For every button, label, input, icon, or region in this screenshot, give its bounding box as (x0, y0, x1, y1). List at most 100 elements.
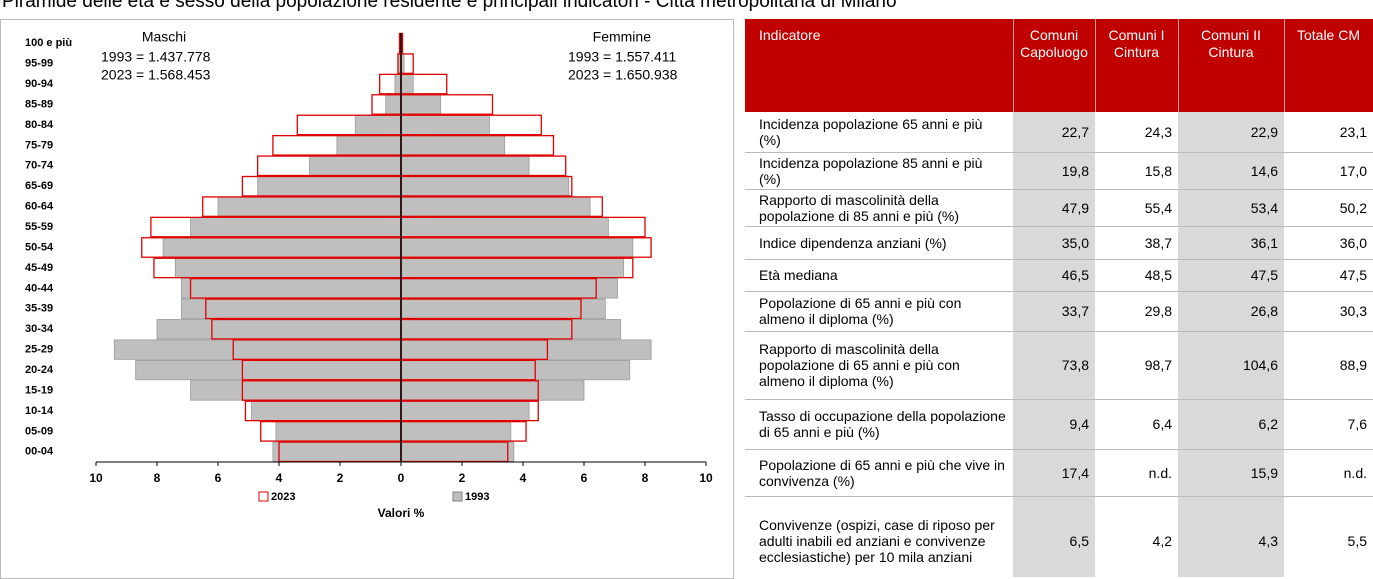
legend-label: 2023 (271, 491, 295, 503)
cell-value: 35,0 (1013, 226, 1095, 260)
cell-value: 23,1 (1284, 112, 1373, 153)
x-tick-label: 10 (699, 471, 713, 485)
annotation: Maschi (142, 29, 186, 45)
header-row: Indicatore Comuni Capoluogo Comuni I Cintu… (745, 19, 1373, 112)
x-tick-label: 10 (89, 471, 103, 485)
bar (400, 216, 609, 238)
annotation: 1993 = 1.437.778 (101, 49, 211, 65)
cell-value: 30,3 (1284, 291, 1373, 332)
cell-value: 47,5 (1178, 259, 1284, 292)
cell-value: 19,8 (1013, 152, 1095, 190)
y-tick-label: 30-34 (25, 323, 54, 335)
cell-value: 4,3 (1178, 496, 1284, 577)
page-title: Piramide delle età e sesso della popolaz… (2, 0, 897, 12)
bar (162, 237, 402, 258)
y-tick-label: 70-74 (25, 160, 54, 172)
bar (217, 196, 402, 217)
y-tick-label: 15-19 (25, 384, 53, 396)
x-axis-label: Valori % (378, 506, 425, 520)
bar (190, 216, 402, 238)
column-header: Comuni II Cintura (1178, 19, 1285, 112)
cell-value: 4,2 (1095, 496, 1178, 577)
indicator-name: Popolazione di 65 anni e più che vive in… (745, 449, 1013, 497)
y-tick-label: 10-14 (25, 405, 54, 417)
cell-value: 36,1 (1178, 226, 1284, 260)
cell-value: 26,8 (1178, 291, 1284, 332)
table-row: Incidenza popolazione 65 anni e più (%) 2… (745, 112, 1373, 153)
annotation: 1993 = 1.557.411 (568, 49, 677, 65)
cell-value: 7,6 (1284, 399, 1373, 450)
x-tick-label: 6 (581, 471, 588, 485)
y-tick-label: 90-94 (25, 78, 54, 90)
cell-value: 48,5 (1095, 259, 1178, 292)
bar (180, 298, 402, 319)
bar (400, 196, 591, 217)
indicator-name: Incidenza popolazione 65 anni e più (%) (745, 112, 1013, 153)
table-row: Rapporto di mascolinità della popolazion… (745, 331, 1373, 400)
x-tick-label: 6 (215, 471, 222, 485)
cell-value: 22,9 (1178, 112, 1284, 153)
x-tick-label: 8 (154, 471, 161, 485)
bar (385, 94, 402, 115)
y-tick-label: 35-39 (25, 303, 53, 315)
y-tick-label: 25-29 (25, 344, 53, 356)
chart-panel: 100 e più 95-99 90-94 85-89 80-84 75-79 70-74 6… (0, 19, 734, 579)
bar (400, 400, 530, 422)
x-tick-label: 0 (398, 471, 405, 485)
cell-value: 88,9 (1284, 331, 1373, 400)
bar (394, 73, 402, 95)
table-row: Tasso di occupazione della popolazione d… (745, 399, 1373, 450)
y-tick-label: 50-54 (25, 241, 54, 253)
cell-value: 47,9 (1013, 189, 1095, 227)
bar (257, 176, 402, 197)
cell-value: 9,4 (1013, 399, 1095, 450)
y-tick-label: 65-69 (25, 180, 53, 192)
cell-value: 104,6 (1178, 331, 1284, 400)
indicator-name: Convivenze (ospizi, case di riposo per a… (745, 496, 1013, 577)
legend-swatch (258, 491, 269, 502)
legend-swatch (452, 491, 463, 502)
y-tick-label: 20-24 (25, 364, 54, 376)
cell-value: 6,2 (1178, 399, 1284, 450)
bar (251, 400, 402, 422)
cell-value: 17,0 (1284, 152, 1373, 190)
y-tick-label: 95-99 (25, 58, 53, 70)
cell-value: 33,7 (1013, 291, 1095, 332)
bar (400, 278, 618, 299)
indicator-name: Indice dipendenza anziani (%) (745, 226, 1013, 260)
bar (400, 237, 634, 258)
bar (400, 114, 490, 136)
indicator-name: Tasso di occupazione della popolazione d… (745, 399, 1013, 450)
cell-value: n.d. (1284, 449, 1373, 497)
cell-value: 6,5 (1013, 496, 1095, 577)
cell-value: 38,7 (1095, 226, 1178, 260)
bar (400, 298, 606, 319)
column-header: Comuni Capoluogo (1013, 19, 1096, 112)
table-row: Età mediana 46,5 48,5 47,5 47,5 (745, 259, 1373, 292)
cell-value: 55,4 (1095, 189, 1178, 227)
y-tick-label: 00-04 (25, 446, 54, 458)
bar (400, 359, 631, 381)
bar (113, 339, 402, 360)
bar (190, 380, 402, 401)
cell-value: 50,2 (1284, 189, 1373, 227)
bar (400, 135, 506, 156)
column-header: Comuni I Cintura (1095, 19, 1179, 112)
x-tick-label: 4 (276, 471, 283, 485)
bar (400, 257, 625, 279)
cell-value: 14,6 (1178, 152, 1284, 190)
indicator-name: Rapporto di mascolinità della popolazion… (745, 331, 1013, 400)
y-tick-label: 40-44 (25, 282, 54, 294)
column-header: Totale CM (1284, 19, 1373, 112)
bar (400, 73, 414, 95)
table-row: Incidenza popolazione 85 anni e più (%) 1… (745, 152, 1373, 190)
bar (336, 135, 402, 156)
cell-value: 73,8 (1013, 331, 1095, 400)
bar (309, 155, 402, 176)
bar (400, 94, 442, 115)
chart: 100 e più 95-99 90-94 85-89 80-84 75-79 70-74 6… (25, 29, 713, 520)
y-tick-label: 55-59 (25, 221, 53, 233)
cell-value: 22,7 (1013, 112, 1095, 153)
annotation: 2023 = 1.568.453 (101, 67, 211, 83)
cell-value: 46,5 (1013, 259, 1095, 292)
